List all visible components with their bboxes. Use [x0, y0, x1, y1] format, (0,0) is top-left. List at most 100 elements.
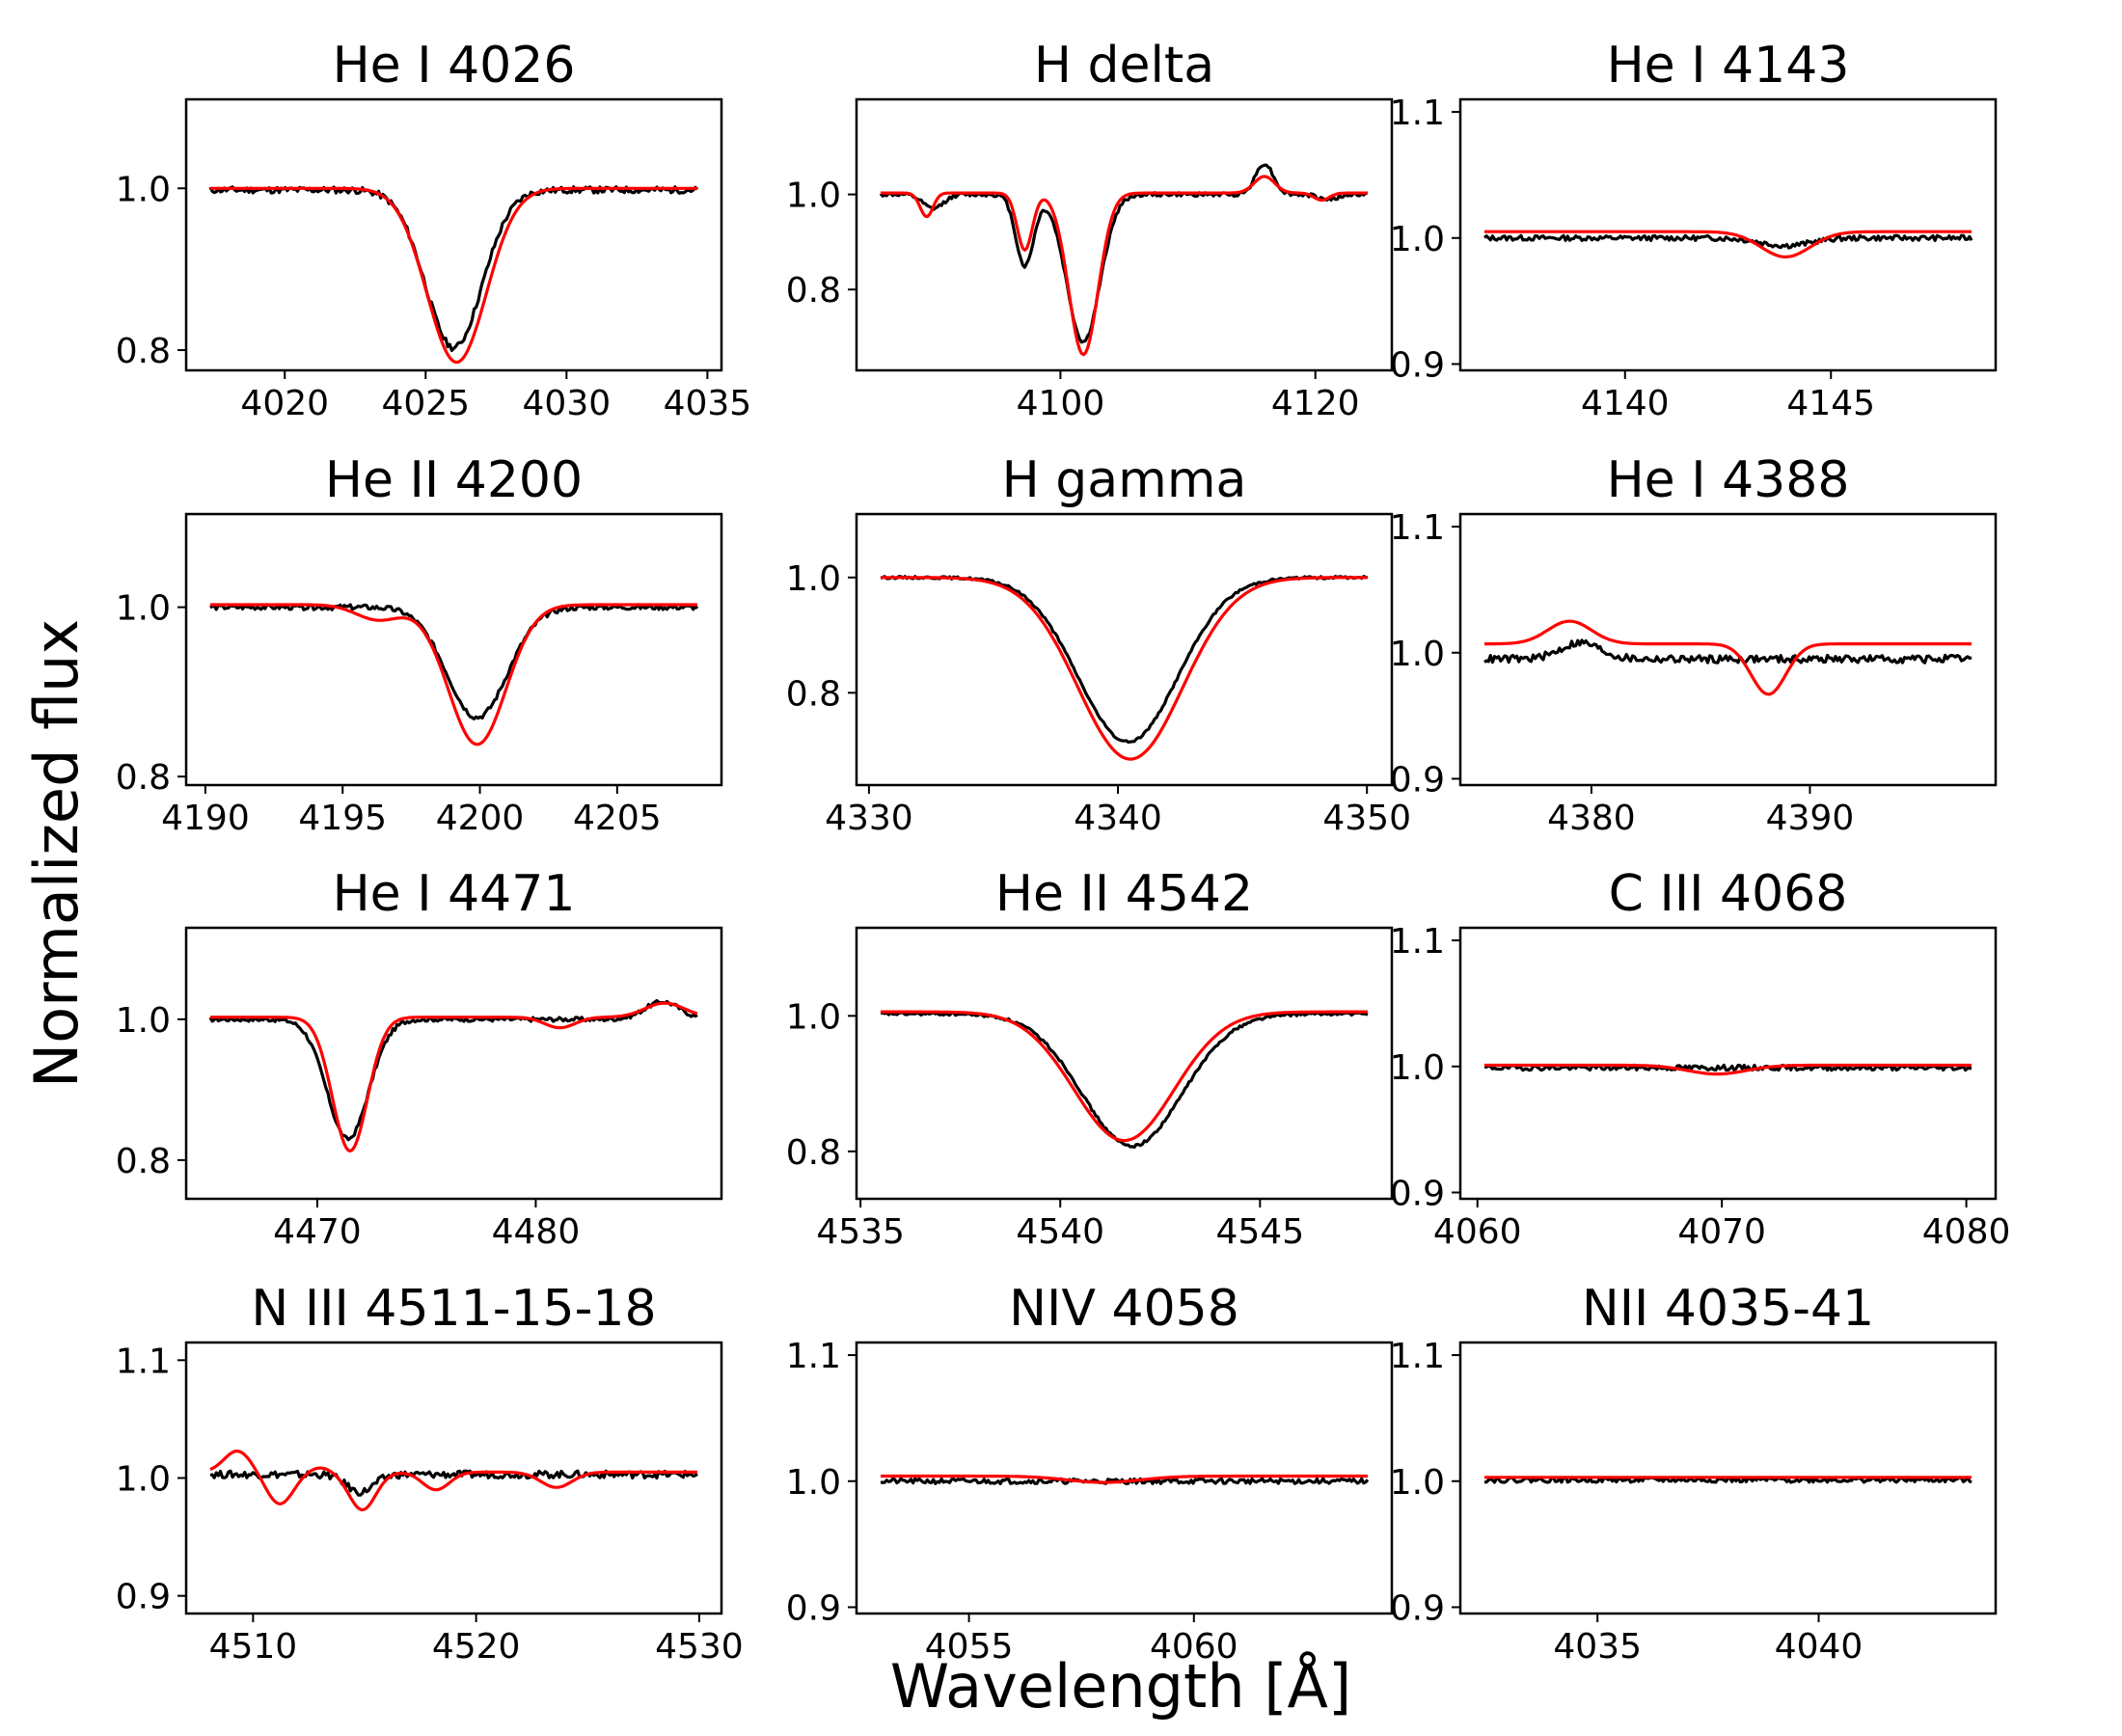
panel-h-delta: H delta 4100 4120 0.8 1.0	[786, 37, 1394, 423]
x-tick-label: 4035	[1553, 1627, 1642, 1667]
panel-title: NII 4035-41	[1582, 1280, 1874, 1338]
y-tick-label: 0.9	[1390, 1174, 1445, 1213]
y-tick-label: 0.8	[116, 758, 171, 798]
y-tick-label: 1.0	[116, 1001, 171, 1041]
series-model-line	[1484, 230, 1972, 258]
y-axis-label: Normalized flux	[21, 619, 92, 1088]
panel-he-ii-4542: He II 4542 4535 4540 4545 0.8 1.0	[786, 865, 1394, 1252]
x-tick-label: 4040	[1775, 1627, 1864, 1667]
series-model-line	[881, 1010, 1368, 1143]
panel-title: He I 4471	[333, 865, 576, 923]
x-tick-label: 4205	[573, 799, 662, 838]
x-tick-label: 4060	[1433, 1212, 1522, 1252]
x-tick-label: 4540	[1016, 1212, 1104, 1252]
y-tick-label: 0.8	[786, 1133, 841, 1173]
x-tick-label: 4545	[1216, 1212, 1305, 1252]
y-tick-label: 1.1	[786, 1337, 841, 1376]
y-tick-label: 1.0	[1390, 635, 1445, 674]
panel-c-iii-4068: C III 4068 4060 4070 4080 0.9 1.0 1.1	[1390, 865, 2011, 1252]
x-tick-label: 4145	[1786, 384, 1875, 423]
panel-he-ii-4200: He II 4200 4190 4195 4200 4205 0.8 1.0	[116, 451, 723, 838]
series-model-line	[881, 175, 1368, 357]
y-tick-label: 1.0	[1390, 220, 1445, 259]
series-observed-line	[209, 1469, 698, 1497]
y-tick-label: 1.1	[116, 1342, 171, 1381]
panel-title: He I 4143	[1607, 37, 1850, 95]
axes-frame	[855, 97, 1394, 372]
panel-title: C III 4068	[1609, 865, 1848, 923]
series-observed-line	[880, 575, 1369, 745]
x-tick-label: 4020	[240, 384, 329, 423]
series-model-line	[1484, 1063, 1972, 1076]
panel-title: H gamma	[1002, 451, 1247, 509]
panel-title: He I 4026	[333, 37, 576, 95]
x-tick-label: 4390	[1766, 799, 1855, 838]
series-observed-line	[880, 1011, 1369, 1150]
x-tick-label: 4330	[825, 799, 913, 838]
axes-frame	[1458, 926, 1998, 1201]
x-tick-label: 4480	[492, 1212, 581, 1252]
y-tick-label: 0.8	[116, 332, 171, 371]
x-tick-label: 4190	[161, 799, 250, 838]
panel-h-gamma: H gamma 4330 4340 4350 0.8 1.0	[786, 451, 1411, 838]
series-observed-line	[208, 185, 699, 352]
series-model-line	[210, 1001, 698, 1153]
series-model-line	[210, 603, 697, 746]
panel-title: He II 4200	[325, 451, 583, 509]
axes-frame	[855, 512, 1394, 787]
panel-title: He I 4388	[1607, 451, 1850, 509]
x-tick-label: 4140	[1581, 384, 1670, 423]
y-tick-label: 1.0	[786, 176, 841, 216]
y-tick-label: 1.0	[786, 997, 841, 1037]
panel-he-i-4388: He I 4388 4380 4390 0.9 1.0 1.1	[1390, 451, 1998, 838]
y-tick-label: 1.1	[1390, 1337, 1445, 1376]
series-observed-line	[209, 603, 699, 720]
series-observed-line	[1483, 233, 1973, 250]
axes-frame	[1458, 97, 1998, 372]
axes-frame	[184, 926, 723, 1201]
y-tick-label: 1.1	[1390, 922, 1445, 962]
y-tick-label: 0.8	[786, 674, 841, 714]
series-model-line	[881, 576, 1368, 761]
y-tick-label: 1.0	[116, 170, 171, 209]
y-tick-label: 1.0	[116, 1460, 171, 1500]
x-tick-label: 4080	[1922, 1212, 2011, 1252]
y-tick-label: 0.9	[1390, 345, 1445, 385]
x-tick-label: 4055	[925, 1627, 1014, 1667]
x-tick-label: 4380	[1547, 799, 1636, 838]
series-model-line	[209, 1450, 697, 1512]
panel-niv-4058: NIV 4058 4055 4060 0.9 1.0 1.1	[786, 1280, 1394, 1667]
y-tick-label: 0.9	[786, 1588, 841, 1628]
x-tick-label: 4030	[523, 384, 612, 423]
axes-frame	[1458, 1341, 1998, 1615]
axes-frame	[184, 97, 723, 372]
x-tick-label: 4340	[1074, 799, 1162, 838]
x-tick-label: 4200	[436, 799, 525, 838]
panel-n-iii-4511-15-18: N III 4511-15-18 4510 4520 4530 0.9 1.0 1.1	[116, 1280, 744, 1667]
panel-he-i-4471: He I 4471 4470 4480 0.8 1.0	[116, 865, 723, 1252]
y-tick-label: 1.1	[1390, 508, 1445, 548]
y-tick-label: 1.0	[1390, 1048, 1445, 1088]
panel-he-i-4143: He I 4143 4140 4145 0.9 1.0 1.1	[1390, 37, 1998, 423]
x-tick-label: 4120	[1271, 384, 1360, 423]
x-tick-label: 4060	[1150, 1627, 1238, 1667]
y-tick-label: 1.0	[1390, 1463, 1445, 1503]
y-tick-label: 0.8	[116, 1142, 171, 1181]
x-tick-label: 4520	[432, 1627, 521, 1667]
y-tick-label: 0.8	[786, 271, 841, 311]
panel-title: He II 4542	[995, 865, 1253, 923]
y-tick-label: 1.0	[786, 1463, 841, 1503]
axes-frame	[184, 512, 723, 787]
series-observed-line	[208, 998, 698, 1142]
axes-frame	[855, 926, 1394, 1201]
x-tick-label: 4510	[209, 1627, 298, 1667]
x-tick-label: 4100	[1017, 384, 1105, 423]
x-axis-label: Wavelength [Å]	[890, 1651, 1351, 1722]
panel-he-i-4026: He I 4026 4020 4025 4030 4035 0.8 1.0	[116, 37, 751, 423]
x-tick-label: 4470	[273, 1212, 362, 1252]
x-tick-label: 4530	[655, 1627, 744, 1667]
panel-nii-4035-41: NII 4035-41 4035 4040 0.9 1.0 1.1	[1390, 1280, 1998, 1667]
panel-title: H delta	[1034, 37, 1214, 95]
y-tick-label: 0.9	[1390, 1588, 1445, 1628]
